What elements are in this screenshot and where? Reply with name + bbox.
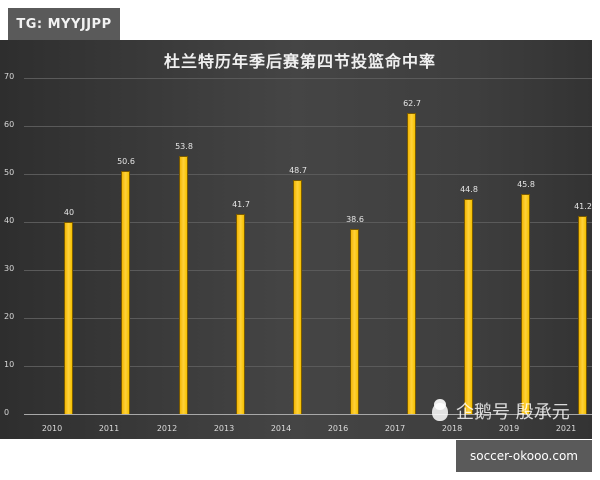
y-tick-label: 30: [4, 264, 15, 273]
penguin-icon: [430, 399, 450, 423]
bar-2013: [236, 213, 245, 414]
data-label: 45.8: [517, 180, 535, 190]
x-tick-label: 2018: [441, 424, 463, 433]
x-tick-label: 2013: [213, 424, 235, 433]
bar-2012: [179, 155, 188, 414]
x-tick-label: 2011: [98, 424, 120, 433]
data-label: 40: [63, 208, 75, 217]
y-tick-label: 40: [4, 216, 15, 225]
bar-2017: [407, 113, 416, 414]
y-tick-label: 70: [4, 72, 15, 81]
data-label: 53.8: [175, 141, 193, 151]
bar-2011: [121, 171, 130, 414]
y-tick-label: 0: [4, 408, 10, 417]
bar-2021: [578, 216, 587, 414]
x-tick-label: 2016: [327, 424, 349, 433]
bar-2014: [293, 180, 302, 414]
x-tick-label: 2012: [156, 424, 178, 433]
watermark-text: 企鹅号 殷承元: [456, 402, 570, 423]
data-label: 41.7: [232, 199, 250, 209]
y-tick-label: 50: [4, 168, 15, 177]
x-tick-label: 2017: [384, 424, 406, 433]
y-tick-label: 60: [4, 120, 15, 129]
x-tick-label: 2019: [498, 424, 520, 433]
chart-title: 杜兰特历年季后赛第四节投篮命中率: [163, 52, 436, 71]
x-tick-label: 2010: [41, 424, 63, 433]
y-tick-label: 20: [4, 312, 15, 321]
watermark: 企鹅号 殷承元: [430, 398, 570, 424]
gridline: [24, 318, 592, 319]
data-label: 62.7: [403, 99, 421, 109]
x-tick-label: 2014: [270, 424, 292, 433]
bar-2018: [464, 198, 473, 414]
tg-watermark-badge: TG: MYYJJPP: [8, 8, 120, 40]
data-label: 50.6: [117, 157, 135, 167]
gridline: [24, 270, 592, 271]
data-label: 48.7: [289, 166, 307, 176]
gridline: [24, 174, 592, 175]
data-label: 44.8: [460, 184, 478, 194]
gridline: [24, 126, 592, 127]
data-label: 38.6: [346, 214, 364, 224]
data-label: 41.2: [574, 202, 592, 212]
y-tick-label: 10: [4, 360, 15, 369]
gridline: [24, 222, 592, 223]
gridline: [24, 78, 592, 79]
bar-2019: [521, 194, 530, 414]
gridline: [24, 366, 592, 367]
x-axis-line: [24, 414, 592, 415]
bar-2010: [64, 222, 73, 414]
site-watermark-badge: soccer-okooo.com: [456, 440, 592, 472]
bar-2016: [350, 228, 359, 414]
x-tick-label: 2021: [555, 424, 577, 433]
